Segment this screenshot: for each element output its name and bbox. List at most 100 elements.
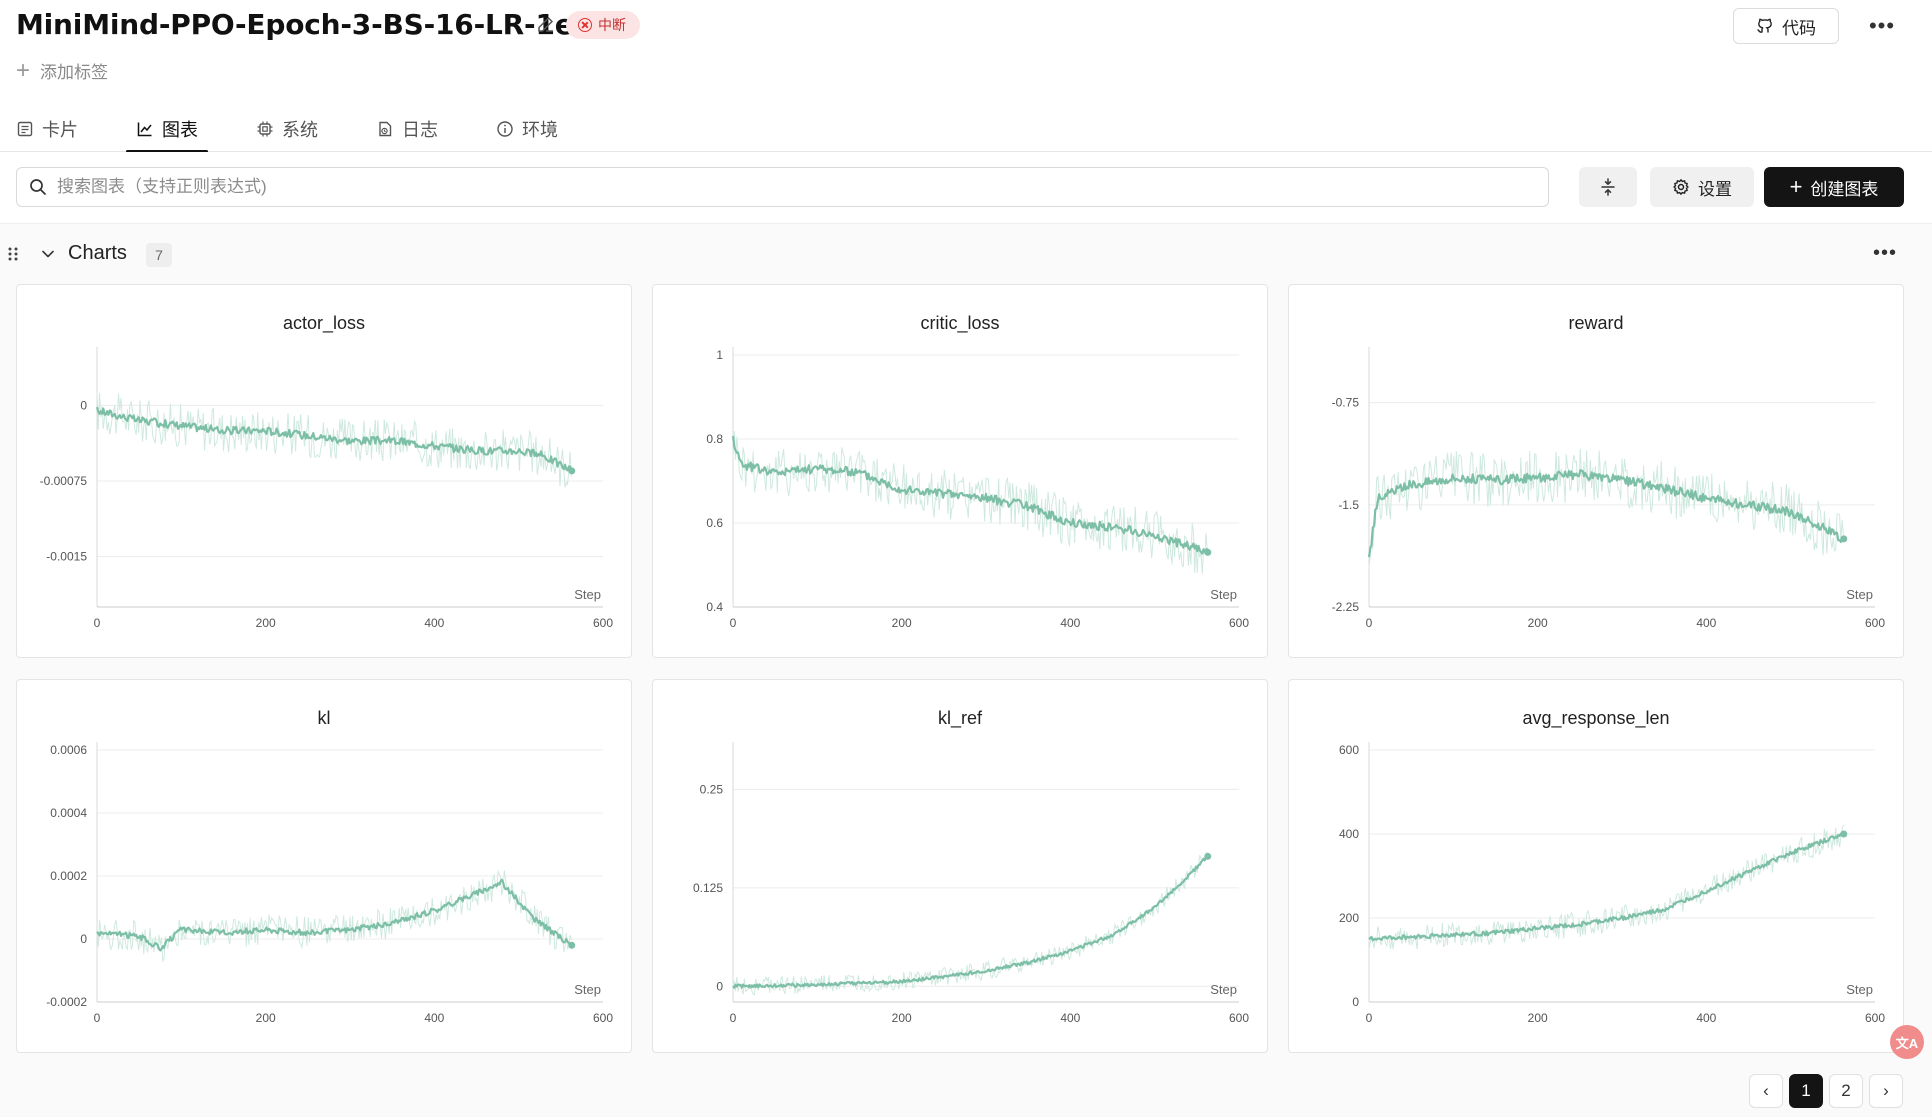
series-end-point [1204,548,1212,556]
chart-title: reward [1568,313,1624,333]
tab-label: 系统 [282,120,318,140]
run-header: MiniMind-PPO-Epoch-3-BS-16-LR-1e-06 中断 +… [0,0,1932,153]
y-tick-label: -0.0015 [46,550,87,564]
more-options-icon[interactable]: ••• [1868,13,1896,38]
plus-icon: + [1789,174,1803,199]
chart-toolbar: 设置 + 创建图表 [0,152,1932,224]
tab-logs[interactable]: 日志 [376,106,438,152]
chart-plot: 0 -0.00075 -0.0015 0 200 400 600 Step [40,347,613,630]
chart-title: avg_response_len [1522,708,1670,728]
x-tick-label: 400 [1060,616,1080,630]
search-input[interactable] [57,177,1457,197]
plus-icon: + [16,56,31,84]
add-tag-button[interactable]: + 添加标签 [16,58,108,83]
tab-label: 环境 [522,120,558,140]
chart-title: actor_loss [282,313,366,333]
settings-button[interactable]: 设置 [1650,167,1754,207]
y-tick-label: 0 [80,398,87,412]
x-axis-label: Step [1210,982,1237,997]
x-tick-label: 600 [1865,616,1885,630]
add-tag-label: 添加标签 [40,63,109,82]
status-label: 中断 [598,17,626,33]
tab-environment[interactable]: 环境 [496,106,558,152]
code-button[interactable]: 代码 [1733,8,1839,44]
card-icon [17,121,33,137]
status-badge: 中断 [566,11,640,39]
tab-system[interactable]: 系统 [256,106,318,152]
y-tick-label: 0.0004 [50,806,87,820]
y-tick-label: 1 [716,348,723,362]
x-tick-label: 400 [424,616,444,630]
info-icon [497,121,513,137]
drag-handle-icon[interactable] [7,246,19,262]
search-box[interactable] [16,167,1549,207]
tab-label: 日志 [402,120,438,140]
github-icon [1757,18,1772,33]
chevron-down-icon[interactable] [40,246,56,262]
edit-icon[interactable] [536,14,556,34]
chart-plot: 1 0.8 0.6 0.4 0 200 400 600 Step [706,347,1249,630]
prev-page-button[interactable]: ‹ [1749,1074,1783,1108]
x-axis-label: Step [574,587,601,602]
log-icon [379,121,392,137]
y-tick-label: 0.0002 [50,869,87,883]
collapse-icon [1601,178,1615,196]
section-more-icon[interactable]: ••• [1872,241,1897,264]
tab-cards[interactable]: 卡片 [16,106,78,152]
y-tick-label: -1.5 [1338,498,1359,512]
y-tick-label: 0.4 [706,600,723,614]
create-chart-button[interactable]: + 创建图表 [1764,167,1904,207]
page-button-1[interactable]: 1 [1789,1074,1823,1108]
y-tick-label: 0.125 [693,881,723,895]
collapse-all-button[interactable] [1579,167,1637,207]
x-axis-label: Step [1210,587,1237,602]
chart-card-avg-response-len[interactable]: avg_response_len 600 400 200 0 0 200 400 600 Step [1288,679,1904,1053]
chart-card-actor-loss[interactable]: actor_loss 0 -0.00075 -0.0015 0 200 400 600 Step [16,284,632,658]
chart-plot: -0.75 -1.5 -2.25 0 200 400 600 Step [1332,347,1885,630]
x-tick-label: 200 [1528,1011,1548,1025]
chart-plot: 600 400 200 00 200 400 600 Step [1339,742,1885,1025]
chart-card-critic-loss[interactable]: critic_loss 1 0.8 0.6 0.4 0 200 400 600 Step [652,284,1268,658]
chart-card-kl[interactable]: kl 0.0006 0.0004 0.0002 0 -0.0002 0 200 400 600 St… [16,679,632,1053]
x-tick-label: 0 [1366,616,1373,630]
y-tick-label: 200 [1339,911,1359,925]
series-end-point [568,467,576,475]
x-tick-label: 600 [1229,616,1249,630]
next-page-button[interactable]: › [1869,1074,1903,1108]
y-tick-label: 0 [716,979,723,993]
series-end-point [1840,535,1848,543]
chart-card-reward[interactable]: reward -0.75 -1.5 -2.25 0 200 400 600 Step [1288,284,1904,658]
settings-label: 设置 [1698,179,1732,199]
code-button-label: 代码 [1782,18,1816,38]
chart-title: kl_ref [937,708,982,728]
page-button-2[interactable]: 2 [1829,1074,1863,1108]
x-tick-label: 200 [892,616,912,630]
translate-icon[interactable]: 文A [1890,1025,1924,1059]
x-tick-label: 600 [593,1011,613,1025]
series-raw-line [1368,824,1844,950]
series-raw-line [732,431,1208,574]
x-tick-label: 400 [1696,616,1716,630]
x-tick-label: 0 [730,616,737,630]
x-axis-label: Step [1846,587,1873,602]
tab-label: 图表 [162,120,198,140]
y-tick-label: 600 [1339,743,1359,757]
x-tick-label: 200 [892,1011,912,1025]
y-tick-label: 0.0006 [50,743,87,757]
series-end-point [568,941,576,949]
series-raw-line [96,869,572,963]
tab-charts[interactable]: 图表 [126,106,208,153]
chart-card-kl-ref[interactable]: kl_ref 0.25 0.125 0 0 200 400 600 Step [652,679,1268,1053]
series-raw-line [732,851,1208,996]
y-tick-label: -0.0002 [46,995,87,1009]
y-tick-label: 0.25 [700,782,724,796]
series-raw-line [1368,448,1844,567]
create-chart-label: 创建图表 [1810,179,1879,199]
x-tick-label: 0 [94,616,101,630]
series-smoothed-line [96,878,573,952]
y-tick-label: 0 [1352,995,1359,1009]
tab-bar: 卡片 图表 系统 日志 环境 [0,106,1932,153]
charts-section-header: Charts 7 ••• [0,224,1932,284]
section-title: Charts [68,242,127,264]
series-smoothed-line [95,406,573,472]
